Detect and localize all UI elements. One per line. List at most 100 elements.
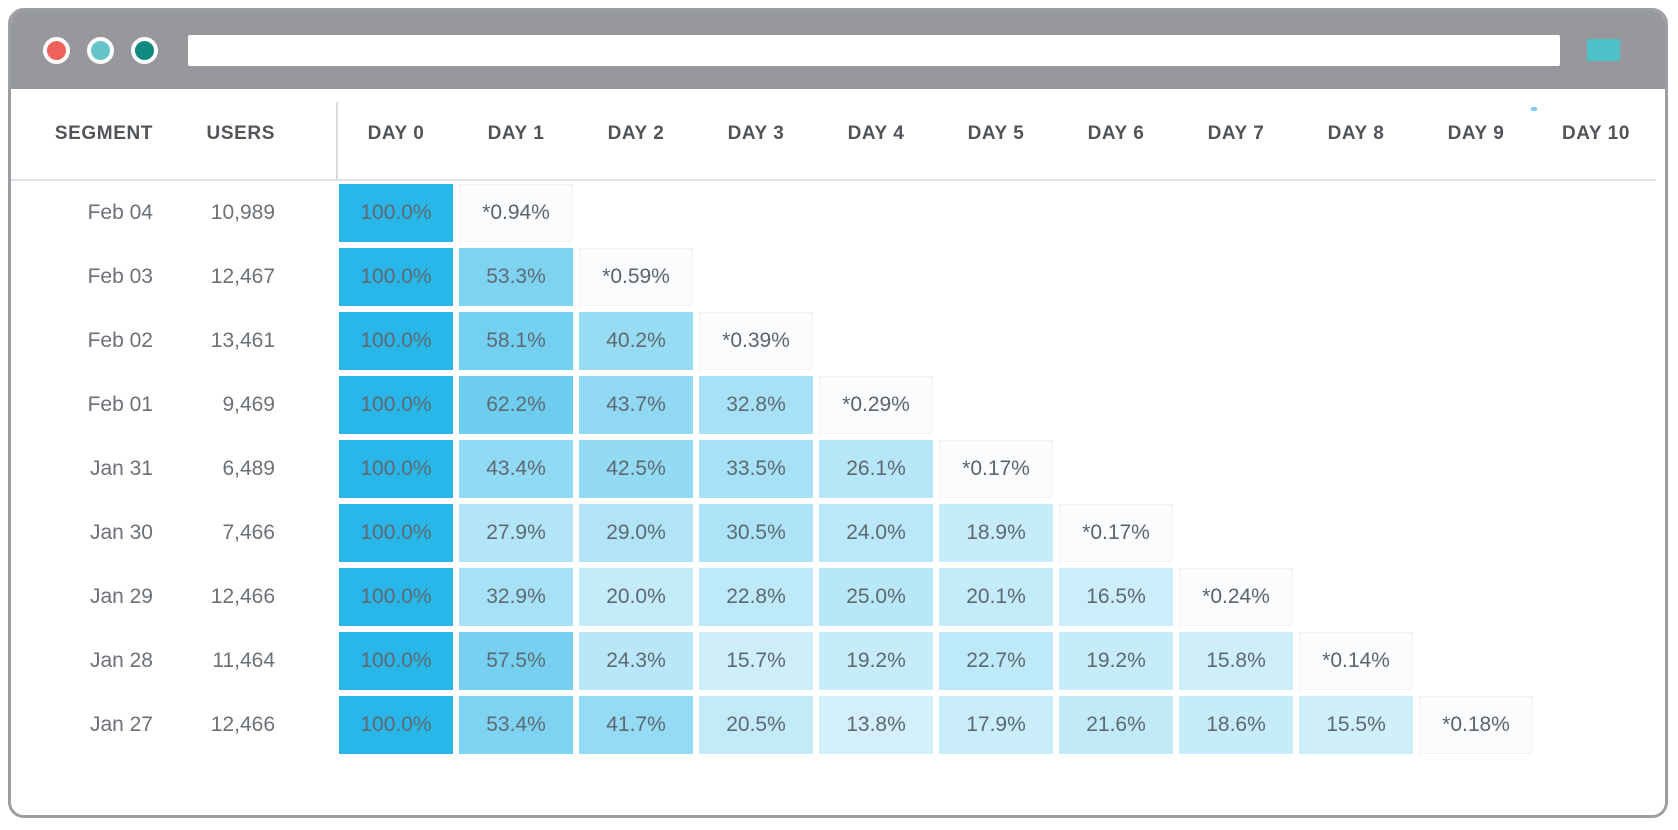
retention-estimate-cell[interactable]: *0.94% — [459, 184, 573, 242]
retention-cell[interactable]: 24.0% — [819, 504, 933, 562]
retention-cell[interactable]: 42.5% — [579, 440, 693, 498]
empty-cell — [1539, 184, 1653, 242]
empty-cell — [1179, 440, 1293, 498]
empty-cell — [1539, 248, 1653, 306]
day-column-header: DAY 7 — [1207, 123, 1265, 144]
retention-cell[interactable]: 15.5% — [1299, 696, 1413, 754]
retention-cell[interactable]: 100.0% — [339, 504, 453, 562]
day-column-header: DAY 2 — [607, 123, 665, 144]
retention-cell[interactable]: 62.2% — [459, 376, 573, 434]
retention-cell[interactable]: 19.2% — [819, 632, 933, 690]
row-spacer — [277, 373, 336, 437]
retention-cell[interactable]: 22.8% — [699, 568, 813, 626]
retention-estimate-cell[interactable]: *0.17% — [939, 440, 1053, 498]
users-cell: 10,989 — [210, 201, 275, 224]
retention-cell[interactable]: 18.9% — [939, 504, 1053, 562]
retention-cell[interactable]: 30.5% — [699, 504, 813, 562]
retention-cell[interactable]: 19.2% — [1059, 632, 1173, 690]
day-column-header: DAY 6 — [1087, 123, 1145, 144]
retention-estimate-cell[interactable]: *0.18% — [1419, 696, 1533, 754]
empty-cell — [1059, 184, 1173, 242]
retention-cell[interactable]: 29.0% — [579, 504, 693, 562]
retention-cell[interactable]: 58.1% — [459, 312, 573, 370]
retention-cell[interactable]: 100.0% — [339, 696, 453, 754]
retention-cell[interactable]: 20.0% — [579, 568, 693, 626]
empty-cell — [1179, 248, 1293, 306]
segment-cell: Jan 29 — [89, 585, 153, 608]
retention-cell[interactable]: 18.6% — [1179, 696, 1293, 754]
empty-cell — [1299, 248, 1413, 306]
empty-cell — [1299, 376, 1413, 434]
stray-blue-mark — [1531, 107, 1537, 111]
retention-cell[interactable]: 32.9% — [459, 568, 573, 626]
traffic-light-red-button[interactable] — [43, 36, 70, 64]
browser-action-button[interactable] — [1587, 39, 1620, 61]
retention-cell[interactable]: 100.0% — [339, 312, 453, 370]
empty-cell — [1419, 568, 1533, 626]
empty-cell — [1299, 184, 1413, 242]
retention-estimate-cell[interactable]: *0.24% — [1179, 568, 1293, 626]
retention-cell[interactable]: 33.5% — [699, 440, 813, 498]
empty-cell — [939, 184, 1053, 242]
empty-cell — [1419, 376, 1533, 434]
retention-cell[interactable]: 15.8% — [1179, 632, 1293, 690]
empty-cell — [1539, 312, 1653, 370]
retention-cell[interactable]: 22.7% — [939, 632, 1053, 690]
row-spacer — [277, 693, 336, 757]
traffic-light-teal-button[interactable] — [87, 36, 114, 64]
traffic-light-dark-teal-button[interactable] — [131, 36, 158, 64]
retention-cell[interactable]: 43.7% — [579, 376, 693, 434]
users-cell: 12,466 — [210, 585, 275, 608]
retention-cell[interactable]: 41.7% — [579, 696, 693, 754]
retention-cell[interactable]: 21.6% — [1059, 696, 1173, 754]
retention-cell[interactable]: 53.4% — [459, 696, 573, 754]
retention-estimate-cell[interactable]: *0.29% — [819, 376, 933, 434]
users-column-header: USERS — [206, 123, 275, 144]
empty-cell — [1059, 440, 1173, 498]
empty-cell — [1419, 184, 1533, 242]
url-bar[interactable] — [188, 34, 1560, 66]
empty-cell — [1179, 376, 1293, 434]
retention-cell[interactable]: 57.5% — [459, 632, 573, 690]
users-cell: 6,489 — [222, 457, 275, 480]
header-rule — [11, 179, 1656, 181]
cohort-retention-table: SEGMENT USERS DAY 0 DAY 1 DAY 2 DAY 3 DAY 4 D… — [11, 89, 1656, 757]
retention-cell[interactable]: 17.9% — [939, 696, 1053, 754]
retention-cell[interactable]: 26.1% — [819, 440, 933, 498]
retention-cell[interactable]: 32.8% — [699, 376, 813, 434]
retention-cell[interactable]: 100.0% — [339, 440, 453, 498]
retention-cell[interactable]: 24.3% — [579, 632, 693, 690]
empty-cell — [939, 376, 1053, 434]
empty-cell — [699, 184, 813, 242]
empty-cell — [1059, 248, 1173, 306]
row-spacer — [277, 565, 336, 629]
row-spacer — [277, 309, 336, 373]
empty-cell — [1419, 504, 1533, 562]
users-cell: 12,467 — [210, 265, 275, 288]
row-spacer — [277, 181, 336, 245]
retention-cell[interactable]: 25.0% — [819, 568, 933, 626]
retention-estimate-cell[interactable]: *0.14% — [1299, 632, 1413, 690]
retention-estimate-cell[interactable]: *0.59% — [579, 248, 693, 306]
empty-cell — [819, 184, 933, 242]
retention-cell[interactable]: 15.7% — [699, 632, 813, 690]
retention-cell[interactable]: 100.0% — [339, 248, 453, 306]
retention-cell[interactable]: 53.3% — [459, 248, 573, 306]
retention-cell[interactable]: 16.5% — [1059, 568, 1173, 626]
retention-cell[interactable]: 100.0% — [339, 376, 453, 434]
retention-cell[interactable]: 27.9% — [459, 504, 573, 562]
retention-cell[interactable]: 20.5% — [699, 696, 813, 754]
retention-cell[interactable]: 100.0% — [339, 632, 453, 690]
empty-cell — [699, 248, 813, 306]
retention-cell[interactable]: 13.8% — [819, 696, 933, 754]
retention-cell[interactable]: 100.0% — [339, 568, 453, 626]
empty-cell — [1539, 696, 1653, 754]
retention-cell[interactable]: 40.2% — [579, 312, 693, 370]
retention-cell[interactable]: 43.4% — [459, 440, 573, 498]
users-cell: 13,461 — [210, 329, 275, 352]
retention-cell[interactable]: 100.0% — [339, 184, 453, 242]
retention-estimate-cell[interactable]: *0.39% — [699, 312, 813, 370]
empty-cell — [1539, 504, 1653, 562]
retention-cell[interactable]: 20.1% — [939, 568, 1053, 626]
retention-estimate-cell[interactable]: *0.17% — [1059, 504, 1173, 562]
